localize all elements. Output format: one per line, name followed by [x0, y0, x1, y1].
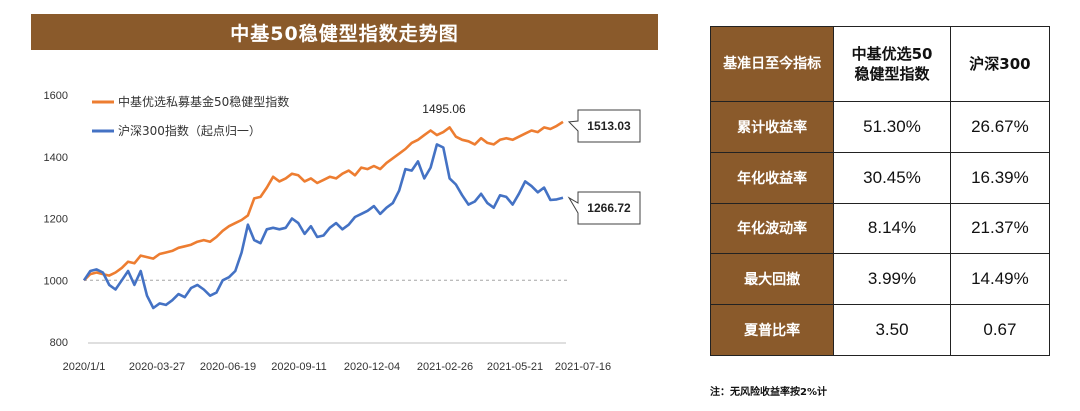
end-value-callout-box [567, 109, 641, 143]
table-row: 累计收益率 51.30% 26.67% [709, 101, 1051, 153]
x-tick-label: 2021-07-16 [555, 361, 611, 373]
table-row-label: 累计收益率 [709, 101, 835, 153]
series-line [82, 143, 564, 310]
table-cell: 30.45% [833, 151, 951, 204]
x-tick-label: 2020-03-27 [129, 361, 185, 373]
peak-value-label: 1495.06 [422, 102, 466, 116]
table-row-label: 夏普比率 [709, 304, 835, 356]
x-axis-ticks: 2020/1/1 2020-03-27 2020-06-19 2020-09-11 20… [63, 361, 612, 373]
table-cell: 21.37% [949, 202, 1051, 255]
table-row-label: 最大回撤 [709, 253, 835, 306]
table-corner-header: 基准日至今指标 [709, 26, 835, 102]
callout-layer: 1513.03 1266.72 1495.06 [422, 102, 641, 225]
table-header-row: 基准日至今指标 中基优选50稳健型指数 沪深300 [709, 26, 1051, 102]
chart-title: 中基50稳健型指数走势图 [31, 14, 658, 50]
table-cell: 3.50 [833, 304, 951, 356]
table-cell: 0.67 [949, 304, 1051, 356]
end-value-callout-box [567, 191, 641, 225]
metrics-table: 基准日至今指标 中基优选50稳健型指数 沪深300 累计收益率 51.30% 2… [709, 26, 1051, 356]
x-tick-label: 2020/1/1 [63, 361, 106, 373]
x-tick-label: 2020-12-04 [344, 361, 400, 373]
table-row-label: 年化收益率 [709, 151, 835, 204]
y-tick-label: 1400 [44, 152, 68, 164]
table-cell: 26.67% [949, 101, 1051, 153]
legend-label: 沪深300指数（起点归一） [118, 123, 261, 138]
table-row: 年化波动率 8.14% 21.37% [709, 202, 1051, 255]
table-column-header: 沪深300 [949, 26, 1051, 102]
table-cell: 51.30% [833, 101, 951, 153]
x-tick-label: 2021-02-26 [417, 361, 473, 373]
y-tick-label: 1600 [44, 90, 68, 102]
table-cell: 8.14% [833, 202, 951, 255]
series-layer [82, 120, 564, 310]
y-axis-ticks: 800 1000 1200 1400 1600 [44, 90, 68, 349]
table-row: 最大回撤 3.99% 14.49% [709, 253, 1051, 306]
footnote: 注：无风险收益率按2%计 [710, 387, 827, 398]
table-row: 夏普比率 3.50 0.67 [709, 304, 1051, 356]
table-column-header: 中基优选50稳健型指数 [833, 26, 951, 102]
y-tick-label: 800 [50, 337, 68, 349]
table-cell: 16.39% [949, 151, 1051, 204]
end-value-label: 1513.03 [587, 119, 631, 133]
legend-label: 中基优选私募基金50稳健型指数 [118, 94, 289, 109]
table-cell: 14.49% [949, 253, 1051, 306]
x-tick-label: 2020-06-19 [200, 361, 256, 373]
table-row-label: 年化波动率 [709, 202, 835, 255]
x-tick-label: 2020-09-11 [271, 361, 326, 373]
x-tick-label: 2021-05-21 [487, 361, 543, 373]
series-line [83, 120, 564, 282]
table-row: 年化收益率 30.45% 16.39% [709, 151, 1051, 204]
y-tick-label: 1200 [44, 214, 68, 226]
y-tick-label: 1000 [44, 275, 68, 287]
end-value-label: 1266.72 [587, 201, 631, 215]
table-cell: 3.99% [833, 253, 951, 306]
